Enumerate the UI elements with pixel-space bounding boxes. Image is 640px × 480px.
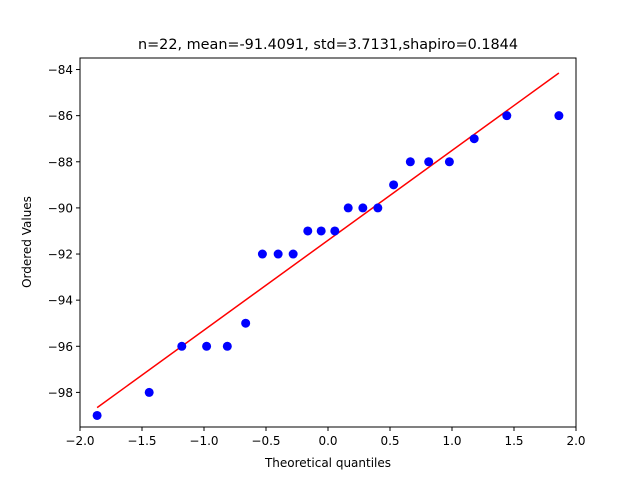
x-tick-label: −2.0 [65, 434, 94, 448]
y-tick-label: −88 [48, 155, 73, 169]
x-tick-label: 0.5 [380, 434, 399, 448]
x-tick-label: 1.5 [504, 434, 523, 448]
data-point [177, 341, 187, 351]
y-tick-label: −86 [48, 109, 73, 123]
data-point [303, 226, 313, 236]
fit-line-layer [96, 72, 560, 409]
x-axis-ticks: −2.0 −1.5 −1.0 −0.5 0.0 0.5 1.0 1.5 2.0 [65, 427, 586, 448]
x-tick-label: 1.0 [442, 434, 461, 448]
y-tick-label: −84 [48, 63, 73, 77]
data-point [241, 318, 251, 328]
chart-title: n=22, mean=-91.4091, std=3.7131,shapiro=… [138, 37, 518, 53]
data-point [469, 134, 479, 144]
y-axis-label: Ordered Values [20, 196, 34, 288]
data-point [92, 410, 102, 420]
data-point [330, 226, 340, 236]
data-point [144, 387, 154, 397]
points-layer [92, 111, 564, 420]
y-tick-label: −98 [48, 386, 73, 400]
axes-frame [79, 57, 577, 428]
data-point [389, 180, 399, 190]
x-tick-label: −0.5 [251, 434, 280, 448]
data-point [444, 157, 454, 167]
x-axis-label: Theoretical quantiles [264, 456, 391, 470]
y-tick-label: −96 [48, 340, 73, 354]
data-point [316, 226, 326, 236]
data-point [373, 203, 383, 213]
data-point [222, 341, 232, 351]
y-tick-label: −94 [48, 294, 73, 308]
x-tick-label: −1.5 [127, 434, 156, 448]
x-tick-label: 0.0 [318, 434, 337, 448]
y-tick-label: −90 [48, 201, 73, 215]
data-point [273, 249, 283, 259]
data-point [202, 341, 212, 351]
data-point [424, 157, 434, 167]
data-point [358, 203, 368, 213]
y-axis-ticks: −98 −96 −94 −92 −90 −88 −86 −84 [48, 63, 80, 400]
plot-area [79, 57, 577, 428]
data-point [554, 111, 564, 121]
data-point [288, 249, 298, 259]
x-tick-label: 2.0 [566, 434, 585, 448]
data-point [257, 249, 267, 259]
fit-line [96, 72, 560, 409]
data-point [343, 203, 353, 213]
y-tick-label: −92 [48, 248, 73, 262]
x-tick-label: −1.0 [189, 434, 218, 448]
data-point [405, 157, 415, 167]
data-point [502, 111, 512, 121]
